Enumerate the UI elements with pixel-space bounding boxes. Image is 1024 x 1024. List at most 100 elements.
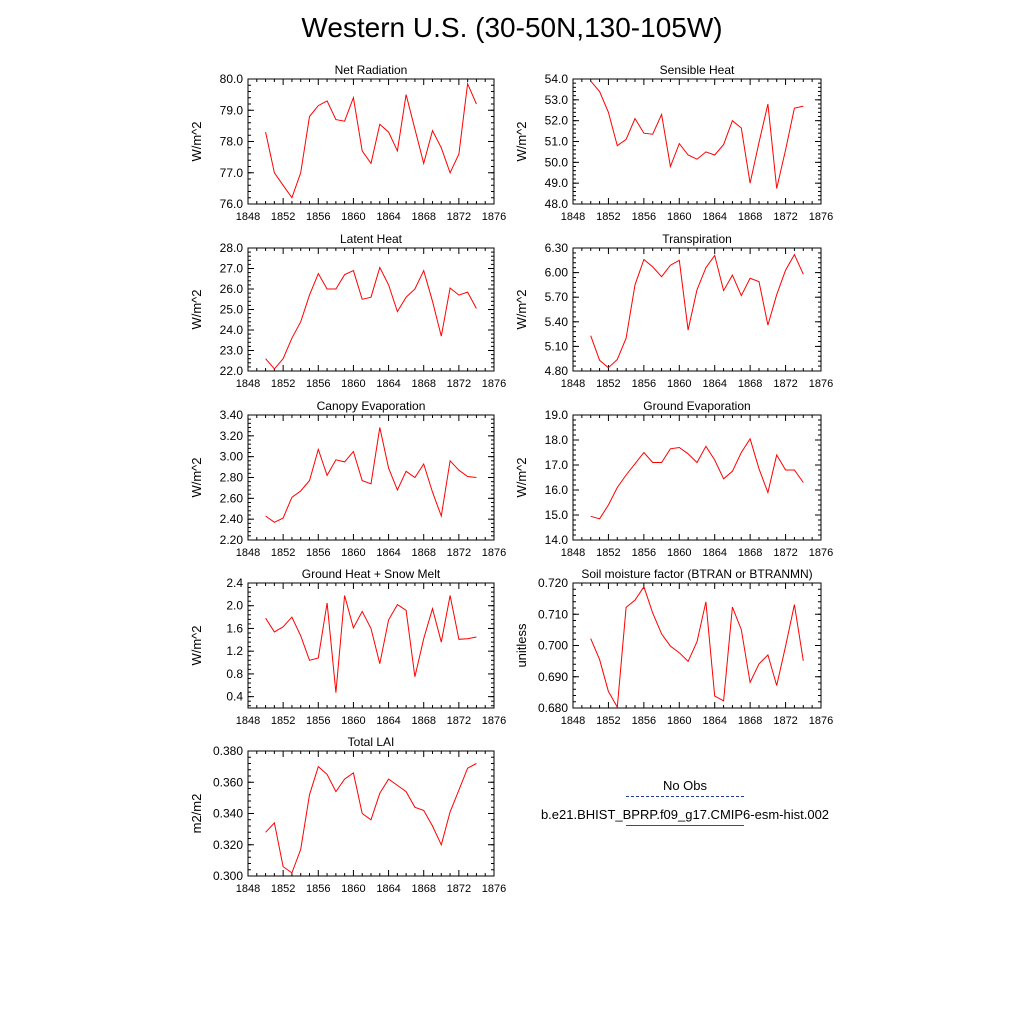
y-tick-label: 0.360 <box>213 775 243 789</box>
data-point <box>723 700 724 701</box>
data-point <box>423 463 424 464</box>
data-point <box>291 617 292 618</box>
y-tick-label: 18.0 <box>545 433 569 447</box>
data-point <box>265 132 266 133</box>
y-tick-label: 22.0 <box>220 364 244 378</box>
data-point <box>696 159 697 160</box>
data-point <box>309 794 310 795</box>
data-point <box>274 522 275 523</box>
data-point <box>732 471 733 472</box>
data-point <box>283 626 284 627</box>
data-point <box>803 482 804 483</box>
x-tick-label: 1864 <box>376 883 400 895</box>
data-point <box>432 608 433 609</box>
data-point <box>432 130 433 131</box>
data-point <box>634 463 635 464</box>
y-tick-label: 53.0 <box>545 93 569 107</box>
y-axis-label: m2/m2 <box>189 794 204 834</box>
x-tick-label: 1868 <box>738 378 762 390</box>
panel-title: Sensible Heat <box>660 63 735 77</box>
y-tick-label: 3.20 <box>220 429 244 443</box>
x-tick-label: 1860 <box>667 715 691 727</box>
panel-2: Sensible Heat W/m^2 1848 1852 1856 1860 1864 18… <box>514 63 833 223</box>
panel-1: Net Radiation W/m^2 1848 1852 1856 1860 1864 18… <box>189 63 506 223</box>
data-point <box>291 872 292 873</box>
data-point <box>617 707 618 708</box>
data-point <box>758 281 759 282</box>
data-point <box>458 153 459 154</box>
data-point <box>590 81 591 82</box>
data-point <box>309 295 310 296</box>
y-tick-label: 1.6 <box>226 621 243 635</box>
data-point <box>388 468 389 469</box>
y-tick-label: 23.0 <box>220 344 244 358</box>
y-tick-label: 79.0 <box>220 103 244 117</box>
data-point <box>714 255 715 256</box>
y-tick-label: 49.0 <box>545 176 569 190</box>
data-point <box>723 144 724 145</box>
y-tick-label: 0.4 <box>226 690 243 704</box>
data-point <box>679 447 680 448</box>
y-tick-label: 5.40 <box>545 315 569 329</box>
x-tick-label: 1864 <box>702 378 726 390</box>
data-point <box>590 638 591 639</box>
series-line <box>265 595 477 693</box>
legend: No Obs b.e21.BHIST_BPRP.f09_g17.CMIP6-es… <box>520 778 850 836</box>
legend-obs-label: No Obs <box>662 778 708 793</box>
data-point <box>661 114 662 115</box>
y-tick-label: 5.70 <box>545 290 569 304</box>
panel-8: Soil moisture factor (BTRAN or BTRANMN) u… <box>514 567 833 727</box>
x-tick-label: 1876 <box>809 715 833 727</box>
x-tick-label: 1872 <box>447 211 471 223</box>
y-tick-label: 80.0 <box>220 72 244 86</box>
y-tick-label: 0.680 <box>538 701 568 715</box>
data-point <box>379 663 380 664</box>
x-tick-label: 1848 <box>236 715 260 727</box>
data-point <box>335 692 336 693</box>
data-point <box>388 779 389 780</box>
data-point <box>696 289 697 290</box>
data-point <box>283 866 284 867</box>
x-tick-label: 1872 <box>447 883 471 895</box>
data-point <box>679 143 680 144</box>
data-point <box>785 149 786 150</box>
data-point <box>688 453 689 454</box>
x-tick-label: 1848 <box>236 211 260 223</box>
data-point <box>291 338 292 339</box>
data-point <box>423 810 424 811</box>
x-tick-label: 1868 <box>411 211 435 223</box>
data-point <box>318 273 319 274</box>
x-tick-label: 1852 <box>596 715 620 727</box>
data-point <box>758 663 759 664</box>
panel-title: Ground Evaporation <box>643 399 750 413</box>
data-point <box>705 601 706 602</box>
data-point <box>450 460 451 461</box>
data-point <box>362 611 363 612</box>
data-point <box>335 119 336 120</box>
y-tick-label: 15.0 <box>545 508 569 522</box>
x-tick-label: 1848 <box>236 883 260 895</box>
y-tick-label: 51.0 <box>545 135 569 149</box>
data-point <box>388 619 389 620</box>
y-tick-label: 76.0 <box>220 197 244 211</box>
y-tick-label: 6.00 <box>545 266 569 280</box>
data-point <box>467 476 468 477</box>
x-tick-label: 1864 <box>702 547 726 559</box>
x-tick-label: 1876 <box>482 211 506 223</box>
plot-frame <box>572 78 822 205</box>
x-tick-label: 1852 <box>596 378 620 390</box>
y-tick-label: 0.300 <box>213 869 243 883</box>
data-point <box>776 454 777 455</box>
data-point <box>794 108 795 109</box>
x-tick-label: 1852 <box>271 547 295 559</box>
data-point <box>688 661 689 662</box>
x-tick-label: 1856 <box>632 211 656 223</box>
y-tick-label: 48.0 <box>545 197 569 211</box>
data-point <box>696 462 697 463</box>
data-point <box>803 106 804 107</box>
data-point <box>705 267 706 268</box>
data-point <box>458 470 459 471</box>
data-point <box>785 646 786 647</box>
panel-title: Latent Heat <box>340 232 403 246</box>
